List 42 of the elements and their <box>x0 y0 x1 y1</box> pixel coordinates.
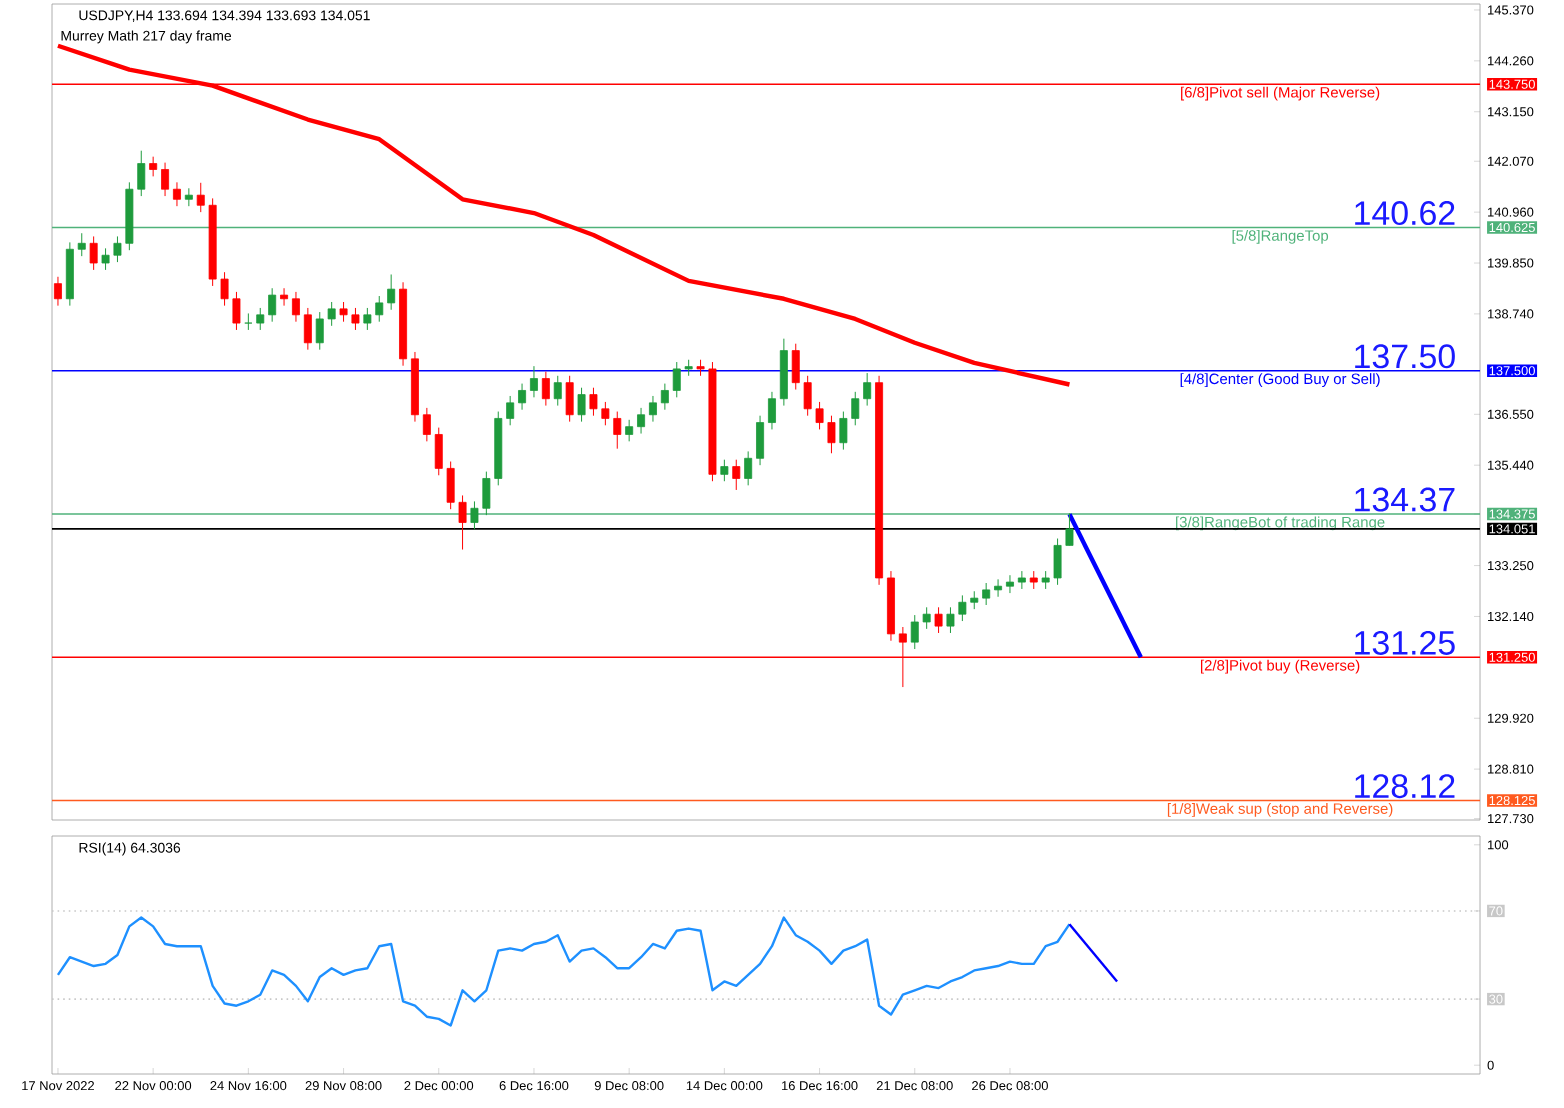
candlestick <box>767 391 776 430</box>
candlestick <box>637 407 646 435</box>
candlestick <box>303 307 312 351</box>
candlestick <box>387 273 396 311</box>
candlestick <box>506 395 515 426</box>
candlestick <box>577 387 586 423</box>
candlestick <box>529 365 538 398</box>
candlestick <box>660 383 669 411</box>
candlestick <box>53 276 62 307</box>
candlestick <box>1017 570 1026 590</box>
candlestick <box>89 235 98 271</box>
annotation: 128.12 <box>1355 774 1455 799</box>
candlestick <box>756 415 765 466</box>
candlestick <box>1005 574 1014 594</box>
annotation: 140.62 <box>1355 201 1455 226</box>
candlestick <box>256 307 265 331</box>
candlestick <box>161 162 170 197</box>
candlestick <box>863 372 872 407</box>
candlestick <box>518 383 527 411</box>
candlestick <box>172 181 181 207</box>
candlestick <box>291 291 300 323</box>
candlestick <box>149 156 158 177</box>
candlestick <box>994 578 1003 598</box>
annotation: 131.25 <box>1355 630 1455 655</box>
candlestick <box>244 312 253 331</box>
candlestick <box>934 606 943 634</box>
annotation: 137.50 <box>1355 344 1455 369</box>
candlestick <box>422 407 431 442</box>
candlestick <box>982 582 991 606</box>
annotation: 134.37 <box>1355 487 1455 512</box>
candlestick <box>553 375 562 407</box>
candlestick <box>565 375 574 423</box>
candlestick <box>280 287 289 307</box>
candlestick <box>184 187 193 207</box>
candlestick <box>720 459 729 482</box>
candlestick <box>732 459 741 491</box>
candlestick <box>648 395 657 423</box>
candlestick <box>625 419 634 442</box>
candlestick <box>77 232 86 257</box>
candlestick <box>541 371 550 407</box>
candlestick <box>744 450 753 486</box>
candlestick <box>268 287 277 323</box>
